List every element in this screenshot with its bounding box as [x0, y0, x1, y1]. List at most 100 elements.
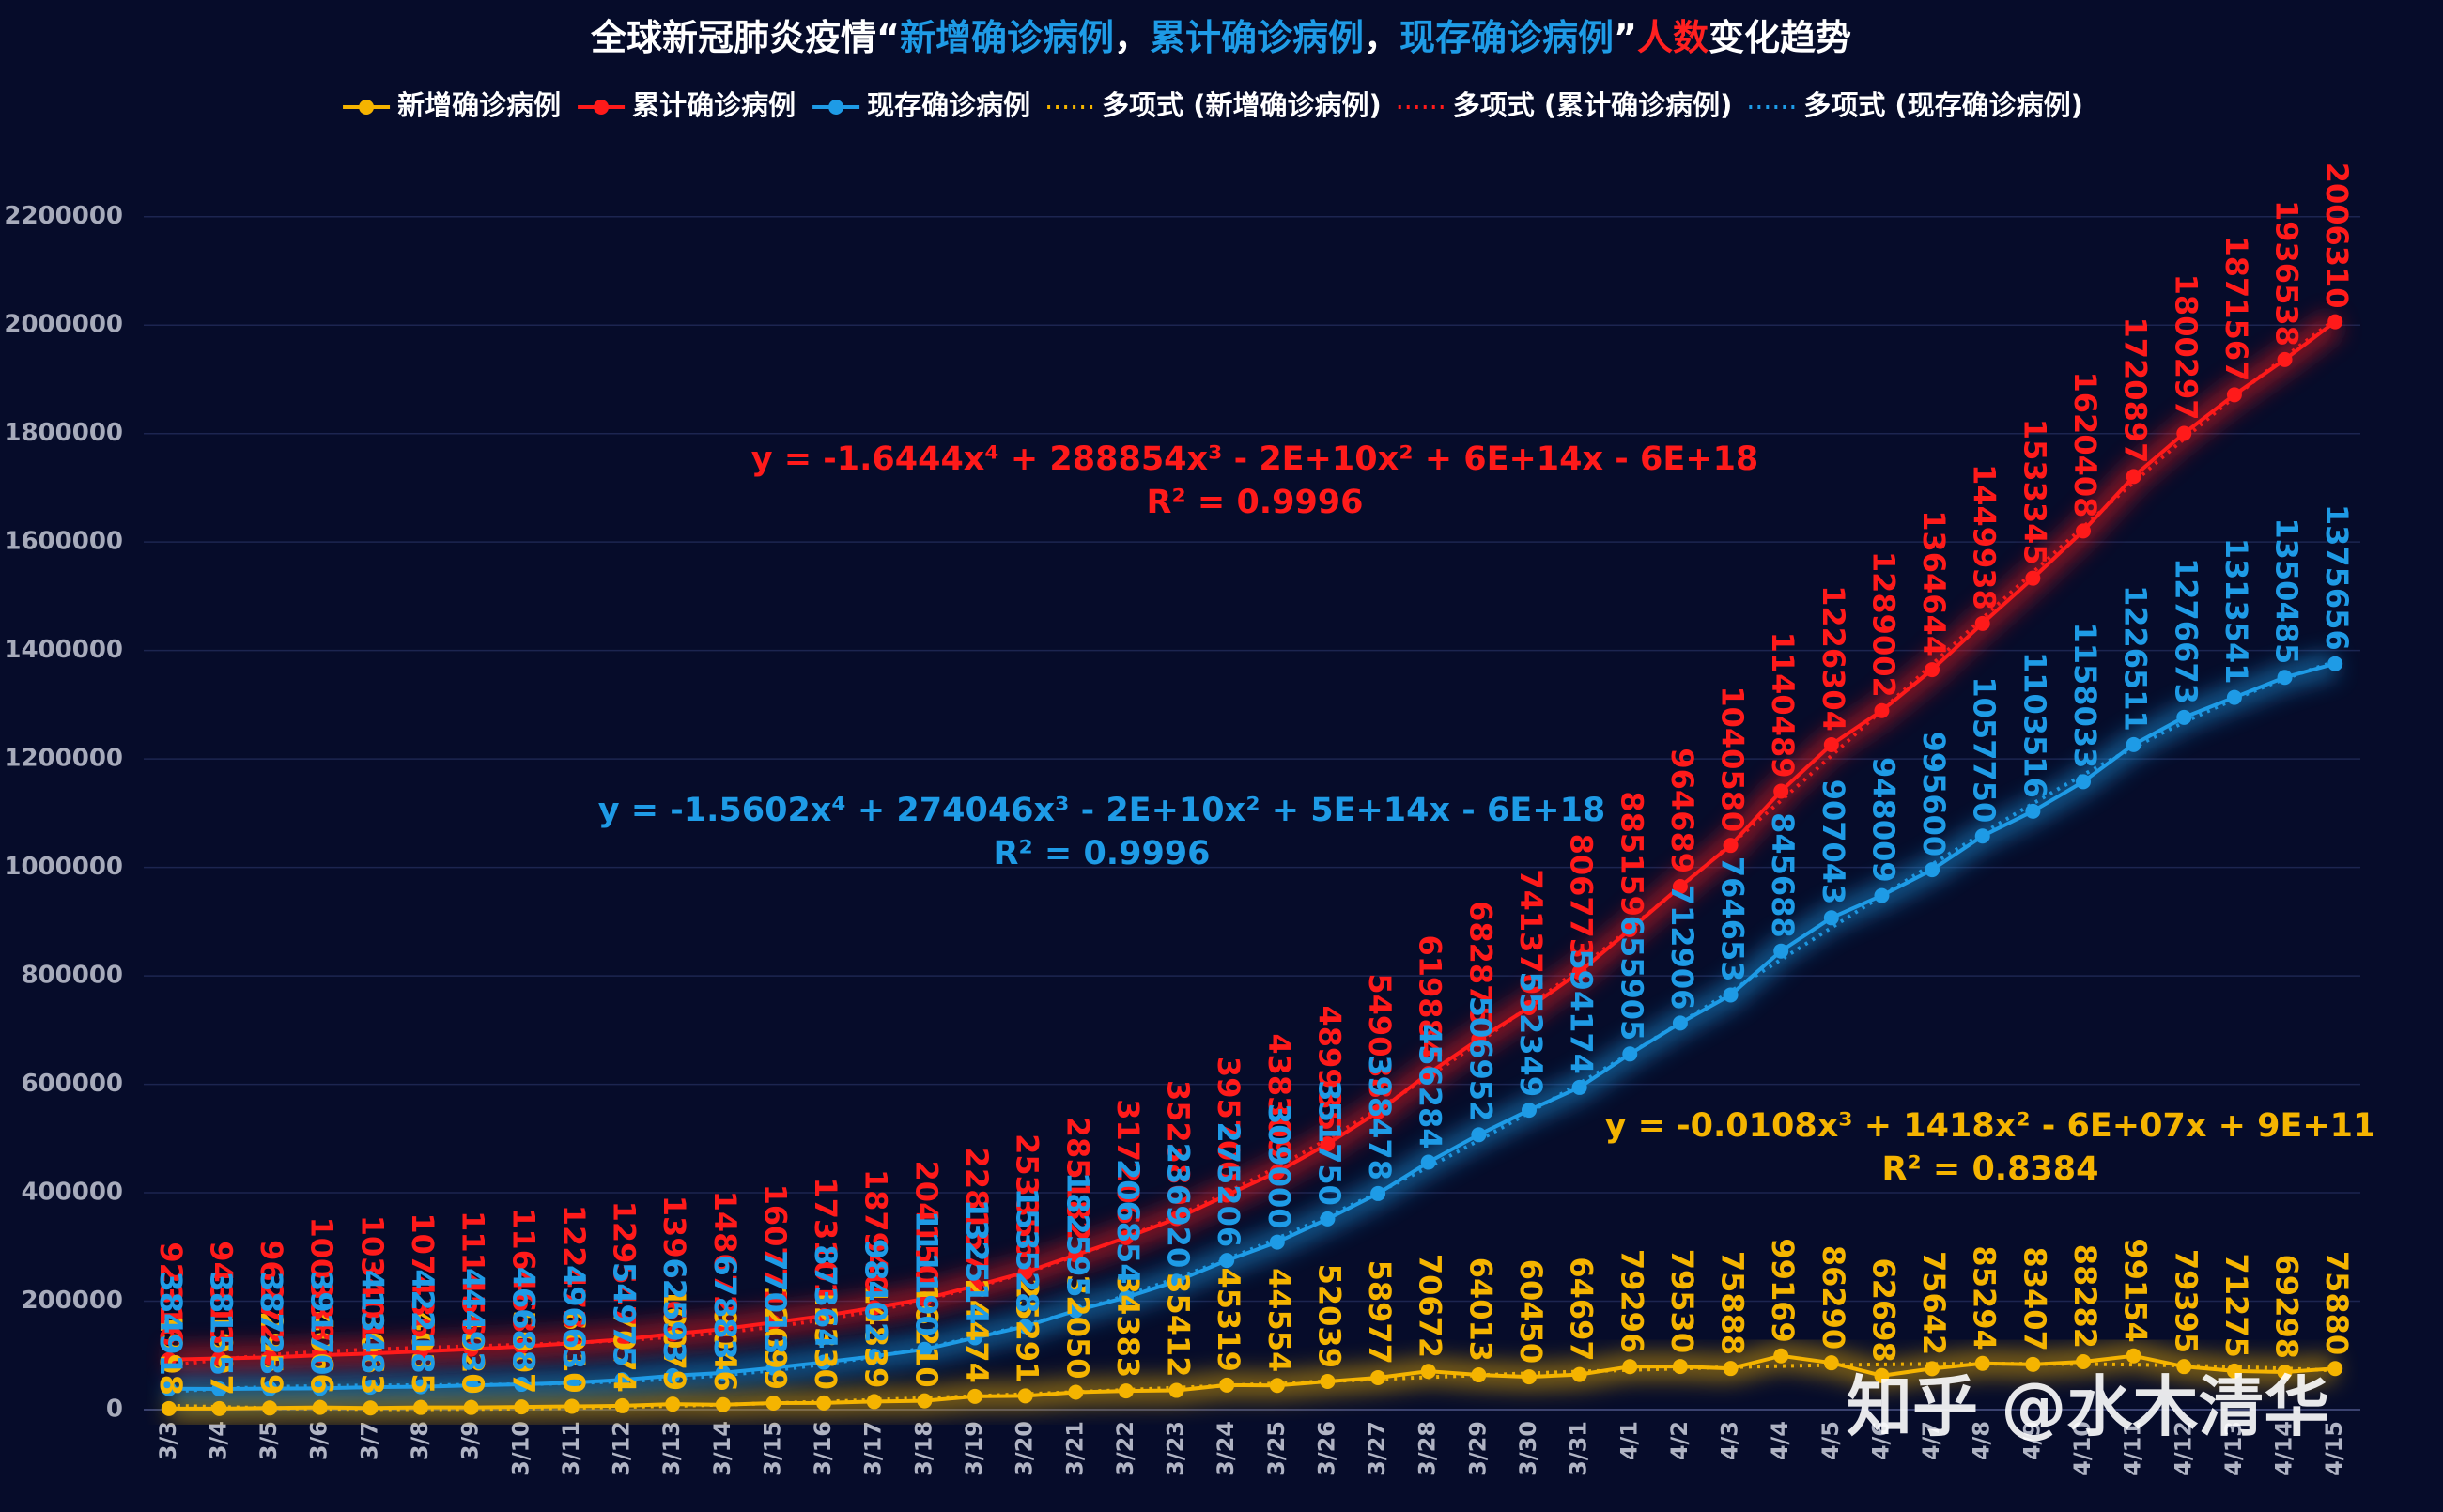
- data-label: 79530: [1664, 1249, 1700, 1353]
- x-tick-label: 4/9: [2018, 1421, 2045, 1460]
- x-tick-label: 3/4: [205, 1421, 231, 1460]
- title-part: ，: [1114, 17, 1150, 58]
- marker: [1672, 1359, 1688, 1375]
- data-label: 285182: [1059, 1117, 1095, 1242]
- data-label: 552349: [1513, 971, 1549, 1097]
- data-label: 14839: [858, 1284, 894, 1388]
- legend-marker: [594, 100, 610, 115]
- marker: [2176, 709, 2192, 725]
- y-tick-label: 0: [106, 1396, 123, 1424]
- y-tick-label: 200000: [21, 1287, 123, 1315]
- legend-marker: [359, 100, 375, 115]
- marker: [2277, 670, 2293, 686]
- data-label: 1871567: [2219, 236, 2254, 382]
- marker: [1571, 964, 1587, 980]
- x-tick-label: 3/19: [961, 1421, 987, 1476]
- data-label: 60450: [1513, 1259, 1549, 1364]
- marker: [2126, 736, 2141, 752]
- data-label: 204150: [908, 1161, 944, 1287]
- data-label: 49663: [556, 1265, 592, 1369]
- data-label: 34383: [1110, 1273, 1146, 1378]
- marker: [514, 1377, 530, 1393]
- data-label: 139626: [657, 1196, 692, 1321]
- marker: [463, 1378, 479, 1394]
- marker: [312, 1348, 328, 1364]
- x-tick-label: 3/27: [1364, 1421, 1390, 1476]
- x-tick-label: 3/23: [1163, 1421, 1189, 1476]
- data-label: 129547: [607, 1201, 642, 1327]
- marker: [1723, 838, 1739, 854]
- marker: [262, 1400, 278, 1416]
- marker: [161, 1351, 177, 1367]
- marker: [1773, 1348, 1789, 1364]
- y-tick-label: 1400000: [4, 636, 123, 664]
- marker: [816, 1354, 832, 1370]
- data-label: 1533345: [2017, 419, 2052, 565]
- data-label: 398478: [1362, 1055, 1398, 1180]
- marker: [1571, 1366, 1587, 1382]
- trendline: [168, 1362, 2336, 1412]
- data-label: 206854: [1110, 1159, 1146, 1285]
- x-tick-label: 3/10: [507, 1421, 533, 1476]
- x-tick-label: 3/31: [1566, 1421, 1592, 1476]
- data-label: 83407: [2017, 1247, 2052, 1351]
- marker: [2126, 469, 2141, 485]
- data-label: 4035: [405, 1311, 441, 1395]
- legend-label: 多项式 (现存确诊病例): [1803, 89, 2083, 121]
- marker: [211, 1400, 227, 1416]
- marker: [715, 1396, 731, 1412]
- legend-item: 累计确诊病例: [578, 89, 796, 121]
- marker: [1219, 1253, 1235, 1269]
- x-tick-label: 3/5: [255, 1421, 282, 1460]
- data-label: 317206: [1110, 1099, 1146, 1225]
- data-label: 182595: [1059, 1172, 1095, 1298]
- data-label: 1720897: [2118, 317, 2154, 464]
- marker: [2226, 387, 2242, 403]
- marker: [1974, 1355, 1990, 1371]
- marker: [463, 1341, 479, 1357]
- x-tick-label: 3/13: [658, 1421, 685, 1476]
- marker: [1974, 615, 1990, 631]
- marker: [1017, 1388, 1033, 1404]
- marker: [564, 1398, 580, 1414]
- legend-label: 多项式 (新增确诊病例): [1102, 89, 1382, 121]
- marker: [1471, 1127, 1487, 1143]
- data-label: 995600: [1916, 732, 1952, 857]
- legend-label: 新增确诊病例: [397, 89, 561, 121]
- marker: [2076, 1354, 2091, 1370]
- data-label: 885159: [1614, 791, 1649, 917]
- data-label: 64013: [1462, 1257, 1498, 1362]
- data-label: 96272: [254, 1240, 289, 1344]
- data-label: 2006310: [2319, 162, 2355, 309]
- marker: [967, 1330, 982, 1346]
- data-label: 764653: [1715, 856, 1751, 982]
- data-label: 682875: [1462, 901, 1498, 1026]
- marker: [1471, 1367, 1487, 1383]
- data-label: 64697: [1564, 1257, 1600, 1361]
- x-tick-label: 3/20: [1012, 1421, 1038, 1476]
- data-label: 4066: [304, 1311, 340, 1395]
- legend-item: 新增确诊病例: [343, 89, 561, 121]
- marker: [363, 1346, 379, 1362]
- marker: [614, 1372, 630, 1388]
- title-part: 全球新冠肺炎疫情“: [590, 17, 900, 58]
- marker: [1118, 1229, 1134, 1245]
- marker: [2176, 1359, 2192, 1375]
- data-label: 173101: [808, 1177, 843, 1303]
- data-label: 1800297: [2168, 274, 2203, 421]
- data-label: 79395: [2168, 1249, 2203, 1353]
- marker: [514, 1399, 530, 1415]
- data-label: 32050: [1059, 1274, 1095, 1379]
- data-label: 100338: [304, 1216, 340, 1342]
- marker: [967, 1278, 982, 1294]
- x-tick-label: 4/7: [1918, 1421, 1944, 1460]
- x-tick-label: 3/21: [1061, 1421, 1088, 1476]
- marker: [262, 1350, 278, 1365]
- data-label: 67883: [707, 1255, 743, 1359]
- data-label: 4020: [456, 1311, 491, 1395]
- y-tick-label: 600000: [21, 1070, 123, 1098]
- data-label: 16210: [908, 1283, 944, 1387]
- title-part: 累计确诊病例: [1150, 17, 1364, 58]
- data-label: 42218: [405, 1269, 441, 1373]
